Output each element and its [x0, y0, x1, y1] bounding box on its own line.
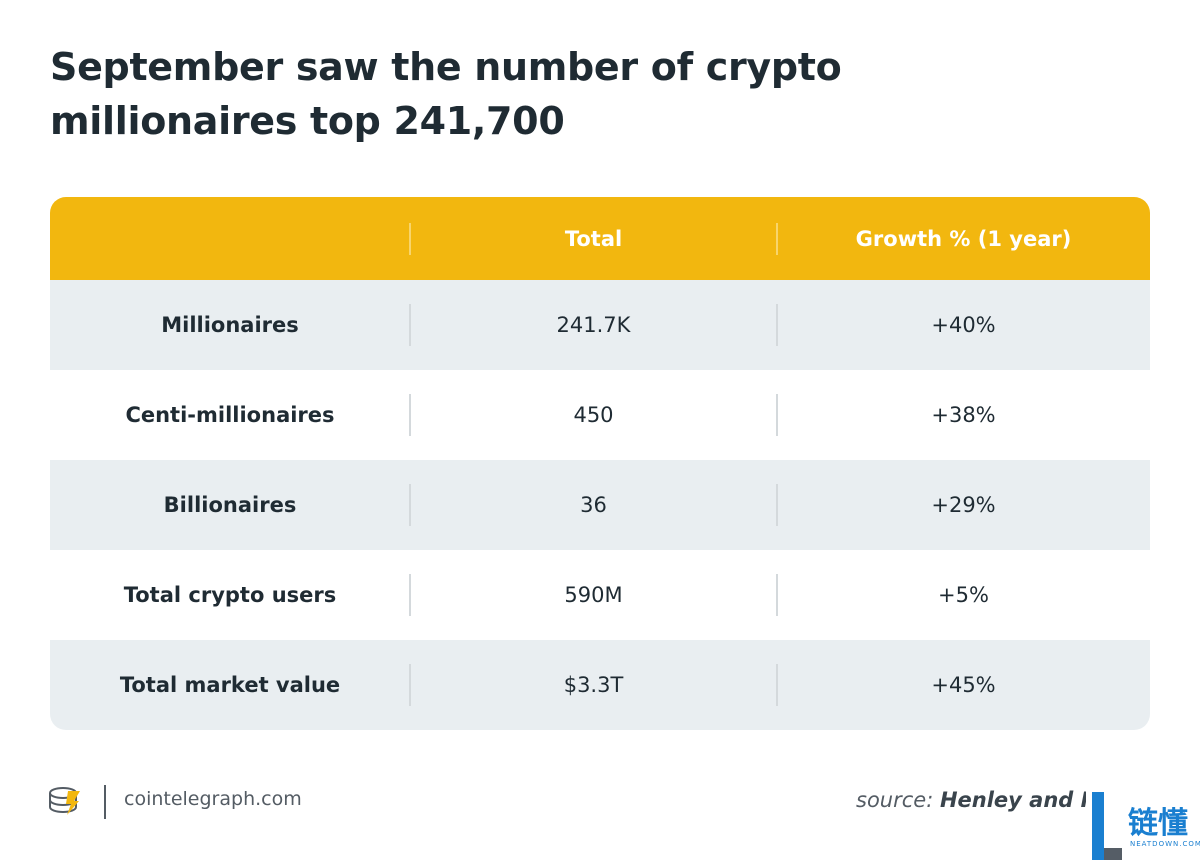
table-row: Millionaires 241.7K +40% [50, 280, 1150, 370]
table-cell: +29% [931, 493, 996, 517]
table-cell: 36 [580, 493, 607, 517]
chart-title: September saw the number of crypto milli… [50, 45, 842, 143]
source-prefix: source: [856, 788, 934, 812]
table-cell: +40% [931, 313, 996, 337]
row-label-cell: Centi-millionaires [125, 403, 335, 427]
column-divider [409, 664, 411, 706]
neatdown-l-logo-icon [1092, 792, 1122, 860]
table-cell: 590M [564, 583, 623, 607]
column-divider [409, 304, 411, 346]
column-divider [776, 574, 778, 616]
row-label-cell: Total crypto users [123, 583, 337, 607]
table-cell: +38% [931, 403, 996, 427]
table-row: Total crypto users 590M +5% [50, 550, 1150, 640]
row-label-cell: Billionaires [163, 493, 297, 517]
watermark: 链懂 NEATDOWN.COM [1088, 792, 1200, 862]
table-cell: +5% [938, 583, 989, 607]
data-table: Total Growth % (1 year) Millionaires 241.7K… [50, 197, 1150, 730]
table-header-cell: Growth % (1 year) [855, 226, 1072, 251]
table-cell: +45% [931, 673, 996, 697]
column-divider [776, 484, 778, 526]
column-divider [409, 394, 411, 436]
table-header-cell [50, 197, 410, 280]
table-cell: 241.7K [556, 313, 631, 337]
table-header-row: Total Growth % (1 year) [50, 197, 1150, 280]
column-divider [409, 222, 411, 255]
source-credit: source: Henley and Partners [856, 788, 1086, 818]
column-divider [776, 664, 778, 706]
column-divider [776, 304, 778, 346]
cointelegraph-logo-icon [49, 787, 80, 815]
row-label-cell: Millionaires [161, 313, 299, 337]
row-label-cell: Total market value [119, 673, 341, 697]
column-divider [409, 484, 411, 526]
table-header-cell: Total [564, 226, 623, 251]
column-divider [776, 222, 778, 255]
column-divider [776, 394, 778, 436]
column-divider [409, 574, 411, 616]
table-row: Billionaires 36 +29% [50, 460, 1150, 550]
source-name: Henley and Partners [939, 788, 1086, 812]
watermark-chinese-text: 链懂 [1128, 806, 1188, 841]
table-cell: 450 [573, 403, 614, 427]
footer-separator [104, 785, 106, 819]
table-row: Total market value $3.3T +45% [50, 640, 1150, 730]
table-row: Centi-millionaires 450 +38% [50, 370, 1150, 460]
watermark-english-text: NEATDOWN.COM [1130, 840, 1200, 848]
table-cell: $3.3T [563, 673, 624, 697]
footer-site-link[interactable]: cointelegraph.com [124, 788, 302, 810]
